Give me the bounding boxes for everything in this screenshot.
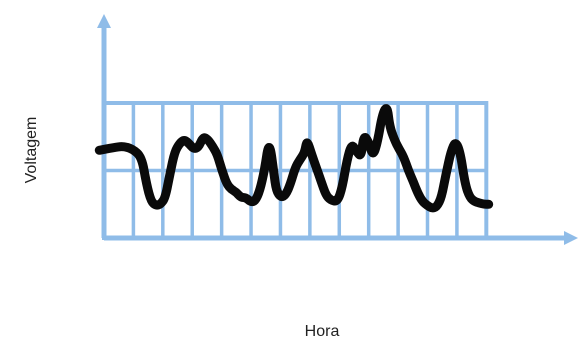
- series-0-point-54: [372, 156, 374, 158]
- y-axis-arrow: [97, 14, 111, 28]
- series-0-point-45: [330, 199, 332, 201]
- series-0-point-72: [455, 140, 457, 142]
- series-0-point-28: [254, 201, 256, 203]
- series-0-point-32: [273, 172, 275, 174]
- series-0-point-60: [398, 148, 400, 150]
- series-0-point-36: [289, 183, 291, 185]
- series-0-point-39: [304, 152, 306, 154]
- series-0-point-44: [325, 194, 327, 196]
- series-0-point-30: [264, 170, 266, 172]
- series-0-point-41: [311, 153, 313, 155]
- series-0-point-77: [478, 202, 480, 204]
- series-0-point-9: [164, 197, 166, 199]
- series-0-point-51: [360, 156, 362, 158]
- series-0-point-4: [141, 156, 143, 158]
- series-0-point-6: [150, 201, 152, 203]
- series-0-point-74: [464, 183, 466, 185]
- series-0-point-27: [249, 201, 251, 203]
- series-0-point-62: [407, 170, 409, 172]
- series-0-point-23: [230, 188, 232, 190]
- series-0-point-1: [112, 147, 114, 149]
- series-0-point-56: [382, 113, 384, 115]
- series-0-point-3: [131, 148, 133, 150]
- series-0-point-16: [197, 147, 199, 149]
- series-0-point-58: [389, 125, 391, 127]
- series-0-point-18: [207, 138, 209, 140]
- series-0-point-59: [393, 138, 395, 140]
- series-0-point-46: [337, 201, 339, 203]
- series-0-point-11: [174, 151, 176, 153]
- series-0-point-67: [431, 207, 433, 209]
- series-0-point-42: [315, 167, 317, 169]
- series-0-point-33: [275, 190, 277, 192]
- series-0-point-73: [459, 152, 461, 154]
- series-0-point-69: [441, 197, 443, 199]
- x-axis-arrow: [564, 231, 578, 245]
- series-0-point-24: [235, 191, 237, 193]
- series-0-point-13: [183, 138, 185, 140]
- series-0-point-37: [294, 167, 296, 169]
- series-0-point-7: [155, 205, 157, 207]
- series-0-point-68: [436, 206, 438, 208]
- series-0-point-29: [259, 190, 261, 192]
- series-0-point-34: [280, 197, 282, 199]
- series-0-point-57: [386, 105, 388, 107]
- series-0-point-76: [474, 201, 476, 203]
- series-0-point-79: [488, 203, 490, 205]
- series-0-point-63: [412, 180, 414, 182]
- series-0-point-70: [445, 172, 447, 174]
- series-0-point-75: [469, 197, 471, 199]
- series-0-point-55: [377, 140, 379, 142]
- series-0-point-43: [320, 180, 322, 182]
- series-0-point-26: [245, 197, 247, 199]
- series-0-point-10: [169, 172, 171, 174]
- x-axis-label: Hora: [305, 323, 340, 340]
- series-0-point-14: [188, 143, 190, 145]
- series-0-point-17: [202, 136, 204, 138]
- series-0-point-49: [351, 143, 353, 145]
- series-0-point-65: [422, 201, 424, 203]
- series-0-point-78: [483, 203, 485, 205]
- y-axis-label: Voltagem: [23, 117, 40, 184]
- series-0-point-5: [146, 183, 148, 185]
- series-0-point-53: [367, 140, 369, 142]
- series-0-point-47: [341, 186, 343, 188]
- series-layer: [94, 104, 494, 213]
- series-0-point-50: [356, 151, 358, 153]
- series-0-point-48: [346, 159, 348, 161]
- series-0-point-61: [403, 156, 405, 158]
- axes: [97, 14, 578, 245]
- series-0-point-71: [450, 151, 452, 153]
- series-0-point-64: [417, 192, 419, 194]
- series-0-point-20: [216, 153, 218, 155]
- series-0-point-2: [122, 145, 124, 147]
- series-0-point-19: [212, 145, 214, 147]
- series-0-point-22: [226, 183, 228, 185]
- series-0-point-21: [221, 170, 223, 172]
- series-0-point-35: [285, 194, 287, 196]
- series-0-point-52: [363, 134, 365, 136]
- series-0-point-15: [193, 148, 195, 150]
- series-0-point-66: [426, 205, 428, 207]
- series-0-point-25: [240, 197, 242, 199]
- series-0-point-8: [160, 203, 162, 205]
- series-0-point-38: [299, 159, 301, 161]
- series-0-point-40: [306, 138, 308, 140]
- series-0-point-12: [179, 143, 181, 145]
- series-0-point-31: [268, 138, 270, 140]
- series-0-point-0: [98, 149, 100, 151]
- series-line-0: [94, 104, 494, 213]
